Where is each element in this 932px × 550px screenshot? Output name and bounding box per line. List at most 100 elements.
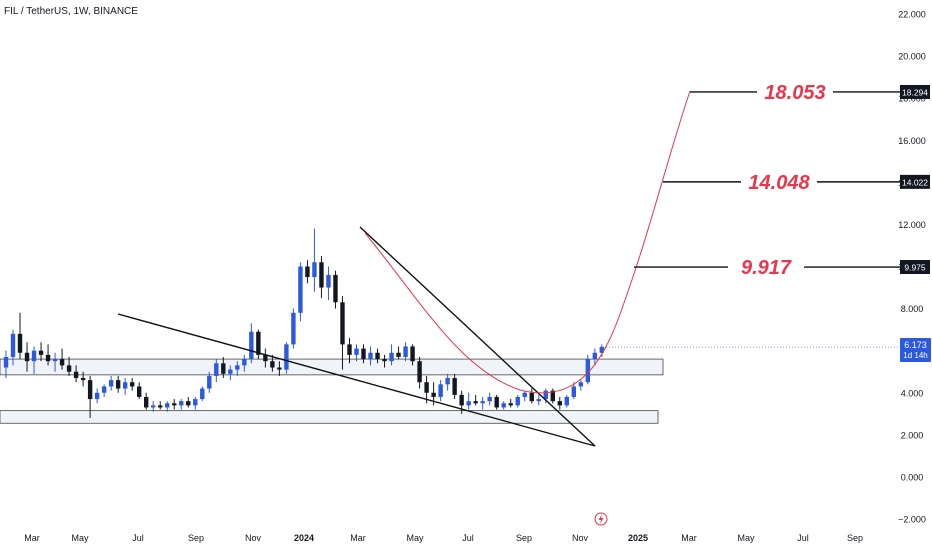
candle [354,344,359,362]
candle [45,344,51,366]
candle-body [382,359,387,362]
candle-body [179,401,184,406]
x-tick-label: Nov [245,533,262,543]
resistance-zone[interactable] [0,358,664,376]
candle-body [361,348,366,360]
candle [557,396,562,410]
candle-body [31,350,37,362]
candle [599,344,605,357]
candle [529,388,534,404]
candle-body [550,390,555,402]
candle-body [494,396,499,408]
candle [151,401,156,412]
candle-body [242,359,247,366]
candle-body [599,347,605,353]
candle [214,359,219,383]
x-tick-label: Jul [132,533,144,543]
candle [368,346,373,366]
candle-body [431,392,436,397]
candle-body [389,352,394,362]
candle [445,373,450,391]
candle [522,390,527,402]
candle-body [319,262,324,288]
lightning-icon[interactable] [594,512,608,526]
y-tick-label: 8.000 [901,304,924,314]
target-label: 18.053 [764,82,825,104]
y-tick-label: 22.000 [898,10,926,20]
candle [515,394,520,408]
candle [438,380,443,402]
cup-projection-curve[interactable] [364,90,691,394]
candle-body [101,386,107,393]
targets-layer: 18.053 18.294 14.048 14.022 9.917 9.975 [634,79,930,280]
candle-body [108,380,114,387]
candle [165,401,170,412]
candle-body [480,401,485,404]
candle [480,396,485,410]
candle [487,392,492,406]
candle-body [17,333,23,353]
target-axis-label: 18.294 [902,87,928,97]
candle-body [228,369,233,374]
candle [263,348,268,368]
candle-body [186,401,191,406]
candle [452,373,457,400]
candle [172,399,177,410]
candle-body [214,363,219,376]
target-label: 14.048 [748,172,810,194]
candle-body [543,390,548,400]
x-tick-label: Jul [462,533,474,543]
y-tick-label: 20.000 [898,52,926,62]
candle [129,378,135,391]
candle-body [522,392,527,397]
candle [382,354,387,368]
target-1[interactable]: 18.053 18.294 [690,79,930,104]
candle-body [80,378,86,381]
candle-body [66,365,72,372]
support-zone[interactable] [0,410,659,424]
x-tick-label: Jul [797,533,809,543]
candle-body [3,356,9,368]
candle-body [571,386,577,397]
candle [564,394,569,408]
candle [66,356,72,376]
upper-trendline[interactable] [359,226,596,447]
x-tick-label: 2024 [294,533,314,543]
candle [207,371,212,393]
y-tick-label: −2.000 [898,515,926,525]
x-tick-label: May [737,533,755,543]
candle [291,308,296,349]
candle-body [487,396,492,402]
candle [270,354,275,372]
candle [347,338,352,364]
candle-body [73,371,79,379]
candle-body [115,380,121,389]
candle-body [410,346,415,362]
candle-body [172,403,177,406]
candle-body [375,352,380,360]
candle [73,365,79,383]
candle-body [508,403,513,406]
x-tick-label: 2025 [628,533,648,543]
target-label-bg [741,169,817,194]
target-3[interactable]: 9.917 9.975 [634,255,930,280]
lower-trendline[interactable] [117,313,596,447]
candle-body [10,333,16,357]
candle [410,344,415,366]
candle [571,382,577,400]
y-tick-label: 12.000 [898,220,926,230]
candle-body [94,392,100,400]
candle [550,388,555,404]
target-axis-tag [900,174,930,189]
candle [305,260,310,284]
target-2[interactable]: 14.048 14.022 [663,169,930,194]
candle [312,228,317,292]
candle-body [144,396,149,408]
candle-body [270,361,275,368]
candle-body [305,266,310,278]
candle [473,394,478,406]
current-price-label: 6.173 [904,340,927,350]
candle-body [312,262,317,278]
candle [158,401,163,410]
